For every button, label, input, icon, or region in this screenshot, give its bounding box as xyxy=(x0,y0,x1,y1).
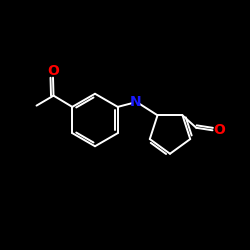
Text: O: O xyxy=(47,64,59,78)
Text: N: N xyxy=(130,95,141,110)
Text: O: O xyxy=(214,123,226,137)
